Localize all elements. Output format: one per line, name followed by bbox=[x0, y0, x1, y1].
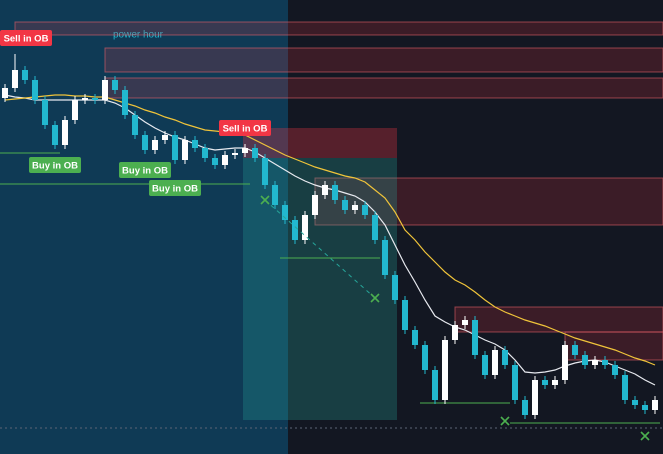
candle-body bbox=[542, 380, 548, 385]
candle-body bbox=[402, 300, 408, 330]
candle-body bbox=[52, 125, 58, 145]
moving-average bbox=[4, 94, 656, 386]
signal-label: Sell in OB bbox=[223, 124, 268, 135]
signal-label-box bbox=[119, 162, 171, 178]
session-background bbox=[0, 0, 288, 454]
signal-label-box bbox=[29, 157, 81, 173]
candle-body bbox=[112, 80, 118, 90]
candle-body bbox=[342, 200, 348, 210]
candle-body bbox=[532, 380, 538, 415]
signal-label-box bbox=[149, 180, 201, 196]
candle-body bbox=[42, 100, 48, 125]
trade-path bbox=[264, 199, 376, 299]
order-block-zone bbox=[14, 21, 663, 36]
candle-body bbox=[492, 350, 498, 375]
candle-body bbox=[92, 98, 98, 100]
candle-body bbox=[562, 345, 568, 380]
candle-body bbox=[462, 320, 468, 325]
candle-body bbox=[612, 365, 618, 375]
candle-body bbox=[632, 400, 638, 405]
candle-body bbox=[582, 355, 588, 365]
candle-body bbox=[412, 330, 418, 345]
order-block-zone bbox=[104, 47, 663, 73]
candle-body bbox=[232, 153, 238, 155]
candle-body bbox=[422, 345, 428, 370]
candle-body bbox=[72, 100, 78, 120]
order-block-zone bbox=[564, 331, 663, 361]
candle-body bbox=[472, 320, 478, 355]
candle-body bbox=[302, 215, 308, 240]
candle-body bbox=[512, 365, 518, 400]
exit-marker bbox=[260, 195, 270, 205]
candle-body bbox=[392, 275, 398, 300]
candle-body bbox=[572, 345, 578, 355]
candle-body bbox=[242, 148, 248, 153]
candle-body bbox=[2, 88, 8, 98]
order-block-zone bbox=[104, 77, 663, 99]
candle-body bbox=[452, 325, 458, 340]
candle-body bbox=[262, 158, 268, 185]
candle-body bbox=[132, 115, 138, 135]
candle-body bbox=[142, 135, 148, 150]
candle-body bbox=[622, 375, 628, 400]
candle-body bbox=[12, 70, 18, 88]
candle-body bbox=[102, 80, 108, 100]
candle-body bbox=[182, 140, 188, 160]
candle-body bbox=[432, 370, 438, 400]
candle-body bbox=[62, 120, 68, 145]
signal-label: Buy in OB bbox=[122, 166, 168, 177]
candle-body bbox=[212, 158, 218, 165]
exit-marker bbox=[370, 293, 380, 303]
moving-average bbox=[4, 94, 656, 366]
candle-body bbox=[652, 400, 658, 410]
order-block-zone bbox=[454, 306, 663, 333]
candle-body bbox=[32, 80, 38, 100]
candle-body bbox=[372, 215, 378, 240]
candle-body bbox=[222, 155, 228, 165]
candle-body bbox=[552, 380, 558, 385]
candle-body bbox=[312, 195, 318, 215]
candle-body bbox=[172, 135, 178, 160]
candle-body bbox=[82, 98, 88, 100]
candle-body bbox=[22, 70, 28, 80]
candle-body bbox=[442, 340, 448, 400]
candle-body bbox=[382, 240, 388, 275]
candle-body bbox=[282, 205, 288, 220]
candle-body bbox=[192, 140, 198, 148]
candle-body bbox=[522, 400, 528, 415]
signal-label-box bbox=[0, 30, 52, 46]
candle-body bbox=[362, 205, 368, 215]
signal-label: Sell in OB bbox=[4, 34, 49, 45]
candle-body bbox=[592, 360, 598, 365]
signal-label-box bbox=[219, 120, 271, 136]
candle-body bbox=[122, 90, 128, 115]
candle-body bbox=[482, 355, 488, 375]
candle-body bbox=[292, 220, 298, 240]
candle-body bbox=[272, 185, 278, 205]
candle-body bbox=[502, 350, 508, 365]
candle-body bbox=[352, 205, 358, 210]
signal-label: Buy in OB bbox=[32, 161, 78, 172]
candle-body bbox=[602, 360, 608, 365]
candle-body bbox=[252, 148, 258, 158]
exit-marker bbox=[640, 431, 650, 441]
signal-label: Buy in OB bbox=[152, 184, 198, 195]
candle-body bbox=[202, 148, 208, 158]
candle-body bbox=[152, 140, 158, 150]
exit-marker bbox=[500, 416, 510, 426]
candle-body bbox=[322, 185, 328, 195]
candle-body bbox=[332, 185, 338, 200]
candle-body bbox=[642, 405, 648, 410]
position-target bbox=[243, 158, 397, 420]
candle-body bbox=[162, 135, 168, 140]
